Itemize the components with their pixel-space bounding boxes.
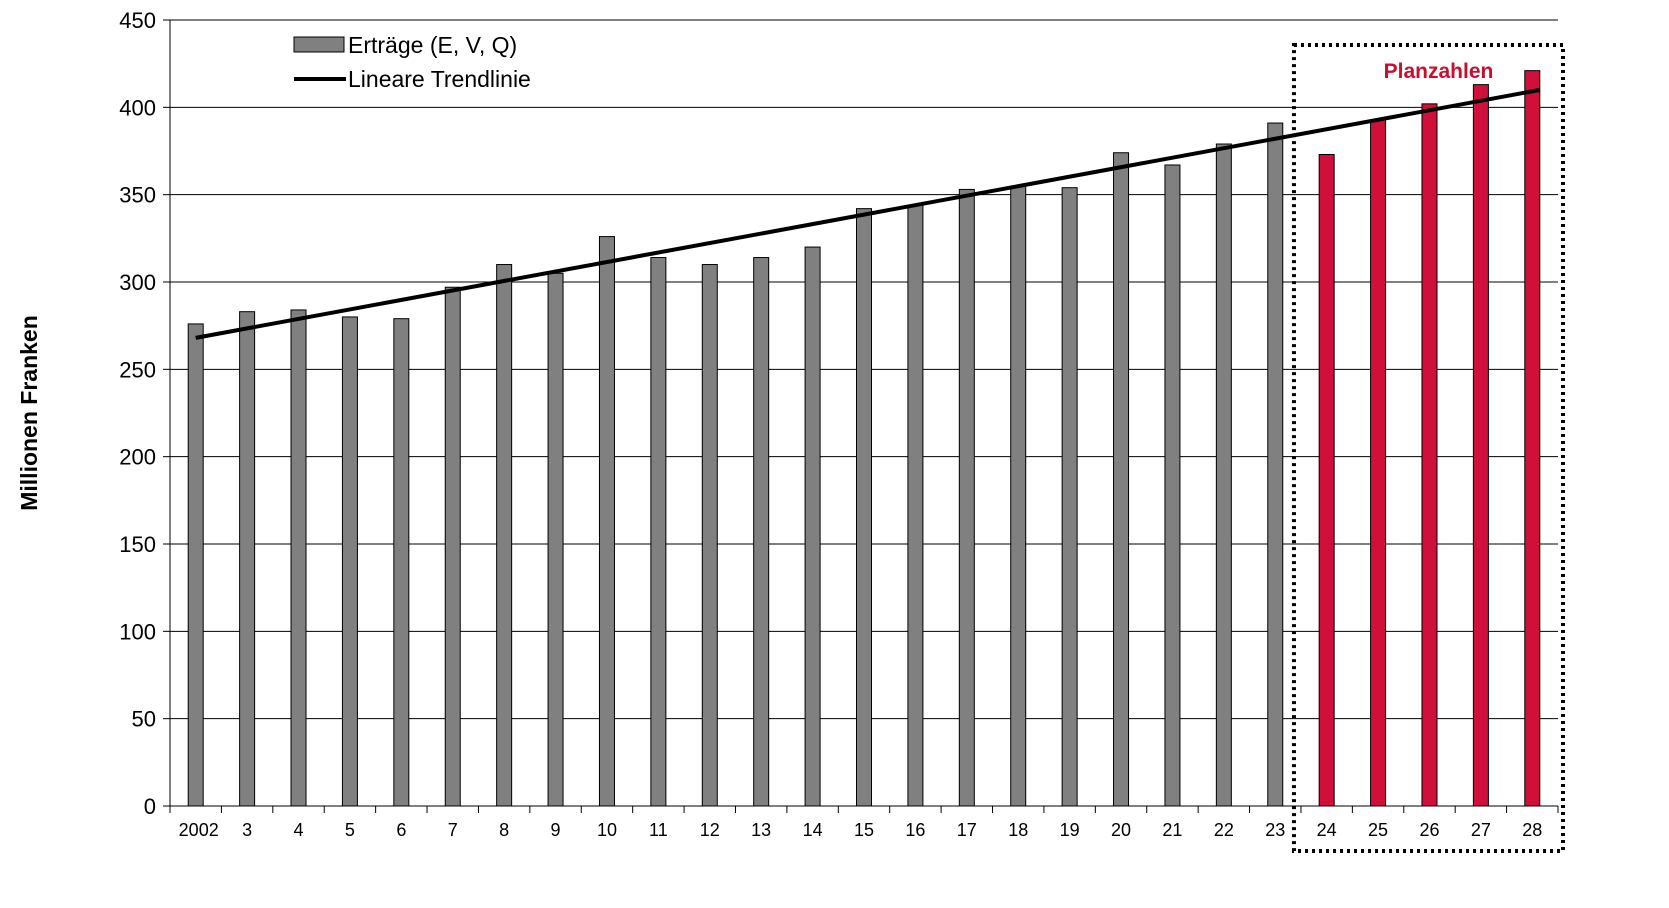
bar-8 <box>496 264 513 807</box>
legend-bar-swatch <box>293 36 345 53</box>
xtick-label-24: 24 <box>1317 820 1337 840</box>
ytick-label-150: 150 <box>119 532 156 557</box>
xtick-label-5: 5 <box>345 820 355 840</box>
bar-28 <box>1524 70 1541 807</box>
bar-22 <box>1215 143 1232 807</box>
ytick-label-50: 50 <box>132 707 156 732</box>
legend-label-ertraege: Erträge (E, V, Q) <box>348 32 517 58</box>
xtick-label-17: 17 <box>957 820 977 840</box>
ytick-label-350: 350 <box>119 183 156 208</box>
bar-17 <box>958 188 975 807</box>
bar-13 <box>753 257 770 807</box>
bar-16 <box>907 204 924 807</box>
y-axis-title: Millionen Franken <box>16 315 42 511</box>
ytick-label-300: 300 <box>119 270 156 295</box>
xtick-label-28: 28 <box>1522 820 1542 840</box>
bar-5 <box>341 316 358 807</box>
xtick-label-22: 22 <box>1214 820 1234 840</box>
planzahlen-box <box>1291 43 1566 853</box>
bar-14 <box>804 246 821 807</box>
ytick-label-450: 450 <box>119 8 156 33</box>
ytick-label-100: 100 <box>119 619 156 644</box>
xtick-label-19: 19 <box>1060 820 1080 840</box>
bar-11 <box>650 257 667 807</box>
xtick-label-20: 20 <box>1111 820 1131 840</box>
xtick-label-15: 15 <box>854 820 874 840</box>
legend: Erträge (E, V, Q) Lineare Trendlinie <box>293 32 531 92</box>
xtick-label-12: 12 <box>700 820 720 840</box>
trend-line <box>195 87 1541 340</box>
bar-3 <box>239 311 256 807</box>
bar-25 <box>1370 119 1387 807</box>
planned-region: Planzahlen <box>1291 43 1566 853</box>
bar-27 <box>1472 84 1489 807</box>
xtick-label-26: 26 <box>1419 820 1439 840</box>
xtick-label-21: 21 <box>1162 820 1182 840</box>
ytick-label-0: 0 <box>144 794 156 819</box>
xtick-label-7: 7 <box>448 820 458 840</box>
bars-layer <box>187 70 1541 807</box>
bar-10 <box>598 236 615 807</box>
trend-layer <box>195 87 1541 340</box>
xtick-label-9: 9 <box>551 820 561 840</box>
bar-21 <box>1164 164 1181 807</box>
ytick-label-400: 400 <box>119 95 156 120</box>
ytick-label-250: 250 <box>119 357 156 382</box>
xtick-label-4: 4 <box>294 820 304 840</box>
xtick-label-27: 27 <box>1471 820 1491 840</box>
xtick-label-10: 10 <box>597 820 617 840</box>
xtick-label-16: 16 <box>905 820 925 840</box>
bar-23 <box>1267 122 1284 807</box>
bar-12 <box>701 264 718 807</box>
planzahlen-annotation: Planzahlen <box>1384 60 1494 83</box>
bar-24 <box>1318 153 1335 807</box>
xtick-label-23: 23 <box>1265 820 1285 840</box>
xtick-label-8: 8 <box>499 820 509 840</box>
axis-layer: 0 50 100 150 200 250 300 350 400 450 2002 3 4 5 6 7 8 9 10… <box>119 8 1559 840</box>
bar-9 <box>547 272 564 807</box>
xtick-label-2002: 2002 <box>179 820 219 840</box>
bar-18 <box>1010 185 1027 807</box>
xtick-label-11: 11 <box>649 820 668 840</box>
xtick-label-6: 6 <box>396 820 406 840</box>
legend-label-trendlinie: Lineare Trendlinie <box>348 66 531 92</box>
bar-15 <box>856 208 872 807</box>
xtick-label-14: 14 <box>803 820 823 840</box>
bar-26 <box>1421 103 1438 807</box>
xtick-label-18: 18 <box>1008 820 1028 840</box>
bar-6 <box>393 318 410 807</box>
bar-4 <box>290 309 307 807</box>
xtick-label-13: 13 <box>751 820 771 840</box>
bar-7 <box>444 286 461 807</box>
ytick-label-200: 200 <box>119 445 156 470</box>
bar-19 <box>1061 187 1078 807</box>
bar-20 <box>1113 152 1130 807</box>
xtick-label-25: 25 <box>1368 820 1388 840</box>
bar-2002 <box>187 323 204 807</box>
xtick-label-3: 3 <box>242 820 252 840</box>
